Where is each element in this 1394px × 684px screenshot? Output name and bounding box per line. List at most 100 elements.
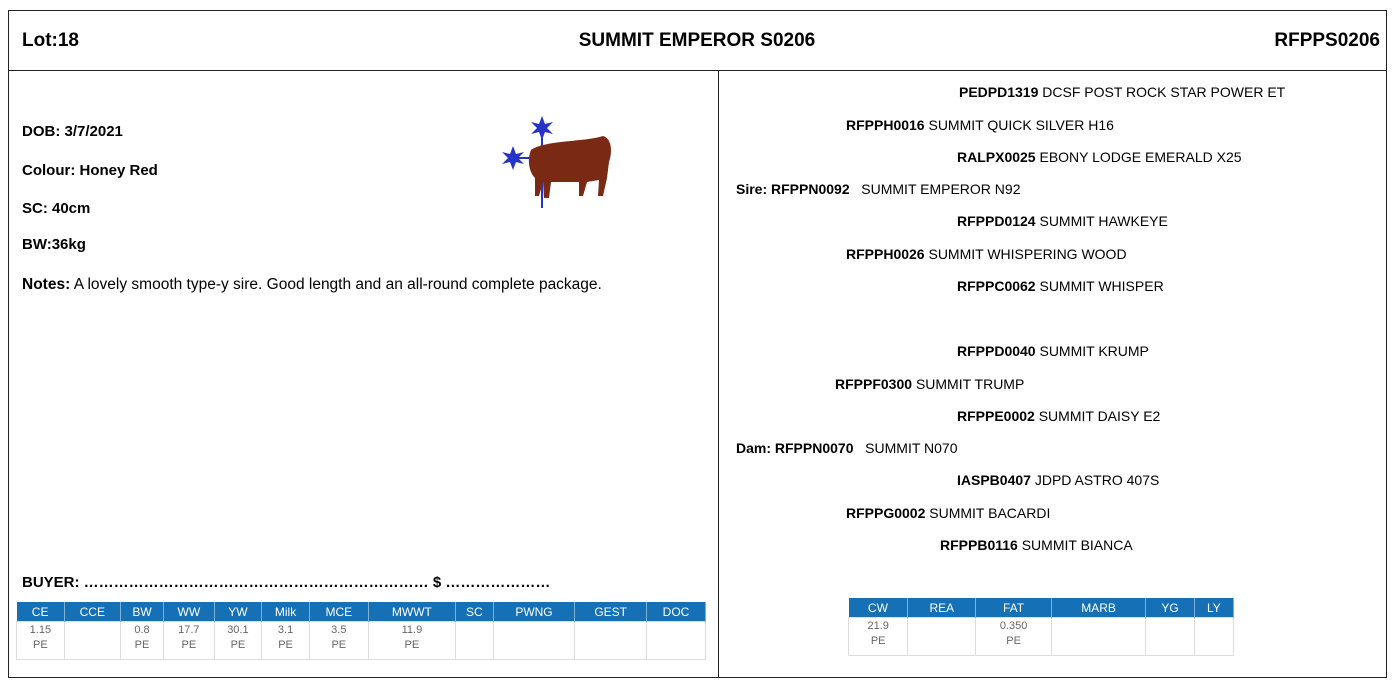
column-header: WW	[163, 602, 215, 622]
column-header: CE	[16, 602, 65, 622]
ebv-value: 30.1	[227, 624, 249, 636]
ebv-accuracy: PE	[134, 639, 150, 651]
header-rule	[8, 70, 1387, 71]
pedigree-id: RFPPD0124	[957, 213, 1036, 229]
cell	[907, 617, 977, 656]
cell: 11.9 PE	[367, 621, 457, 660]
ebv-value: 17.7	[178, 624, 200, 636]
cell	[492, 621, 576, 660]
cell: 3.1 PE	[261, 621, 310, 660]
pedigree-name: DCSF POST ROCK STAR POWER ET	[1042, 84, 1286, 100]
pedigree-entry: RFPPF0300 SUMMIT TRUMP	[835, 376, 1024, 392]
pedigree-id: RFPPH0026	[846, 246, 925, 262]
pedigree-entry: RFPPD0124 SUMMIT HAWKEYE	[957, 213, 1168, 229]
column-header: CCE	[64, 602, 121, 622]
cell: 3.5 PE	[308, 621, 369, 660]
cell: 0.8 PE	[119, 621, 165, 660]
pedigree-id: RFPPH0016	[846, 117, 925, 133]
pedigree-name: SUMMIT BIANCA	[1021, 537, 1133, 553]
cell	[455, 621, 494, 660]
star	[502, 146, 524, 170]
pedigree-name: JDPD ASTRO 407S	[1034, 472, 1160, 488]
bull	[528, 136, 611, 198]
pedigree-entry: Sire: RFPPN0092 SUMMIT EMPEROR N92	[736, 181, 1021, 197]
pedigree-name: SUMMIT N070	[865, 440, 958, 456]
pedigree-name: SUMMIT HAWKEYE	[1039, 213, 1168, 229]
notes: Notes: A lovely smooth type-y sire. Good…	[22, 273, 712, 297]
cell: 1.15 PE	[16, 621, 65, 660]
pedigree-entry: Dam: RFPPN0070 SUMMIT N070	[736, 440, 958, 456]
column-header: PWNG	[493, 602, 576, 622]
cell: 30.1 PE	[213, 621, 263, 660]
star	[531, 116, 553, 140]
column-header: REA	[907, 598, 977, 618]
ebv-accuracy: PE	[181, 639, 197, 651]
cell: 17.7 PE	[163, 621, 215, 660]
pedigree-id: PEDPD1319	[959, 84, 1039, 100]
header-row: CE CCE BW WW YW Milk MCE MWWT SC PWNG GEST DOC	[16, 602, 706, 622]
pedigree-id: RFPPF0300	[835, 376, 913, 392]
pedigree-id: RFPPE0002	[957, 408, 1035, 424]
cell: 0.350 PE	[975, 617, 1052, 656]
ebv-value: 11.9	[401, 624, 423, 636]
cell	[574, 621, 648, 660]
pedigree-entry: RFPPH0016 SUMMIT QUICK SILVER H16	[846, 117, 1114, 133]
column-header: MCE	[309, 602, 369, 622]
pedigree-entry: PEDPD1319 DCSF POST ROCK STAR POWER ET	[959, 84, 1285, 100]
ebv-accuracy: PE	[870, 635, 886, 647]
birth-weight: BW:36kg	[22, 236, 86, 253]
column-header: YW	[214, 602, 263, 622]
pedigree-entry: RFPPH0026 SUMMIT WHISPERING WOOD	[846, 246, 1127, 262]
pedigree-id: RFPPD0040	[957, 343, 1036, 359]
pedigree-name: EBONY LODGE EMERALD X25	[1039, 149, 1242, 165]
column-header: YG	[1145, 598, 1195, 618]
column-header: SC	[455, 602, 494, 622]
ebv-value: 3.5	[331, 624, 347, 636]
animal-id: RFPPS0206	[1274, 30, 1380, 51]
ebv-value: 0.350	[999, 620, 1028, 632]
pedigree-name: SUMMIT QUICK SILVER H16	[928, 117, 1114, 133]
column-header: MWWT	[368, 602, 457, 622]
ebv-accuracy: PE	[278, 639, 293, 651]
pedigree-id: RFPPG0002	[846, 505, 926, 521]
notes-label: Notes:	[22, 276, 71, 293]
column-header: FAT	[975, 598, 1052, 618]
pedigree-name: SUMMIT BACARDI	[929, 505, 1051, 521]
pedigree-entry: IASPB0407 JDPD ASTRO 407S	[957, 472, 1159, 488]
cell	[1145, 617, 1195, 656]
lot-number: Lot:18	[22, 30, 79, 51]
ebv-value: 1.15	[29, 624, 52, 636]
pedigree-id: RFPPC0062	[957, 278, 1036, 294]
scrotal: SC: 40cm	[22, 200, 91, 217]
pedigree-id: RALPX0025	[957, 149, 1036, 165]
pedigree-entry: RALPX0025 EBONY LODGE EMERALD X25	[957, 149, 1242, 165]
pedigree-id: RFPPB0116	[940, 537, 1018, 553]
cell	[63, 621, 121, 660]
ebv-accuracy: PE	[404, 639, 420, 651]
column-header: MARB	[1051, 598, 1147, 618]
value-row: 21.9 PE 0.350 PE	[847, 617, 1235, 656]
ebv-accuracy: PE	[33, 639, 48, 651]
column-header: DOC	[646, 602, 706, 622]
pedigree-entry: RFPPG0002 SUMMIT BACARDI	[846, 505, 1050, 521]
pedigree-name: SUMMIT EMPEROR N92	[861, 181, 1021, 197]
pedigree-name: SUMMIT WHISPERING WOOD	[928, 246, 1127, 262]
ebv-value: 0.8	[134, 624, 150, 636]
pedigree-name: SUMMIT KRUMP	[1039, 343, 1149, 359]
animal-name: SUMMIT EMPEROR S0206	[578, 30, 816, 51]
pedigree-name: SUMMIT WHISPER	[1039, 278, 1164, 294]
column-header: BW	[120, 602, 165, 622]
cell	[646, 621, 706, 660]
ebv-accuracy: PE	[331, 639, 347, 651]
pedigree-entry: RFPPC0062 SUMMIT WHISPER	[957, 278, 1164, 294]
ebv-accuracy: PE	[1006, 635, 1021, 647]
column-header: Milk	[261, 602, 310, 622]
ebv-accuracy: PE	[230, 639, 246, 651]
ebv-table: CE CCE BW WW YW Milk MCE MWWT SC PWNG GEST DOC 1.15 P…	[16, 602, 706, 660]
pedigree-name: SUMMIT DAISY E2	[1038, 408, 1161, 424]
pedigree-name: SUMMIT TRUMP	[915, 376, 1025, 392]
pedigree-id: Sire: RFPPN0092	[736, 181, 850, 197]
carcase-table: CW REA FAT MARB YG LY 21.9 PE 0.350 PE	[847, 598, 1235, 656]
cell	[1050, 617, 1147, 656]
